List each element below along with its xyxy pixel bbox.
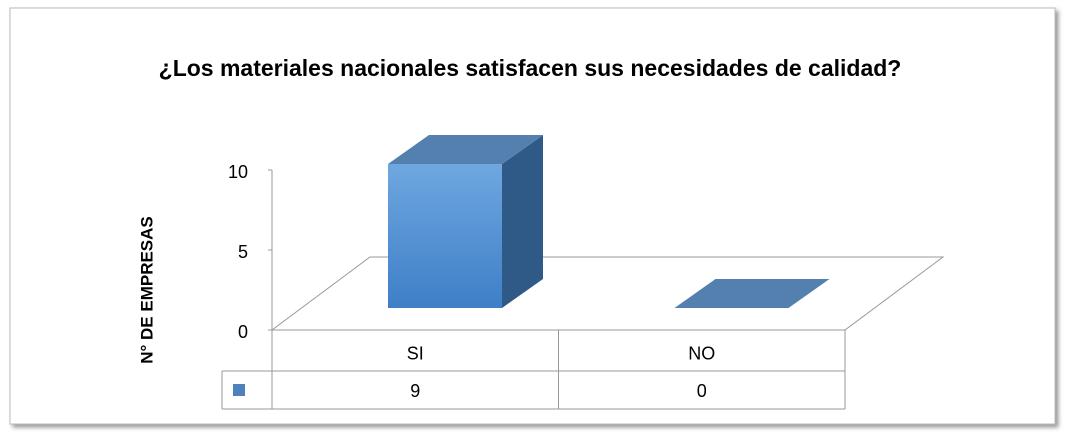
bar-top [388, 135, 543, 164]
table-value: 9 [410, 381, 420, 401]
y-tick-label: 10 [228, 162, 248, 182]
x-tick-label: SI [407, 343, 424, 363]
y-tick-label: 0 [238, 322, 248, 342]
table-value: 0 [697, 381, 707, 401]
x-tick-label: NO [688, 343, 715, 363]
legend-key [233, 384, 245, 396]
bar-top [674, 279, 830, 308]
bar [674, 279, 830, 308]
y-tick-label: 5 [238, 242, 248, 262]
bar-side [502, 135, 543, 308]
y-axis-label: N° DE EMPRESAS [137, 216, 156, 364]
bar [388, 135, 543, 308]
chart-title: ¿Los materiales nacionales satisfacen su… [158, 55, 902, 81]
bar-front [388, 164, 502, 308]
